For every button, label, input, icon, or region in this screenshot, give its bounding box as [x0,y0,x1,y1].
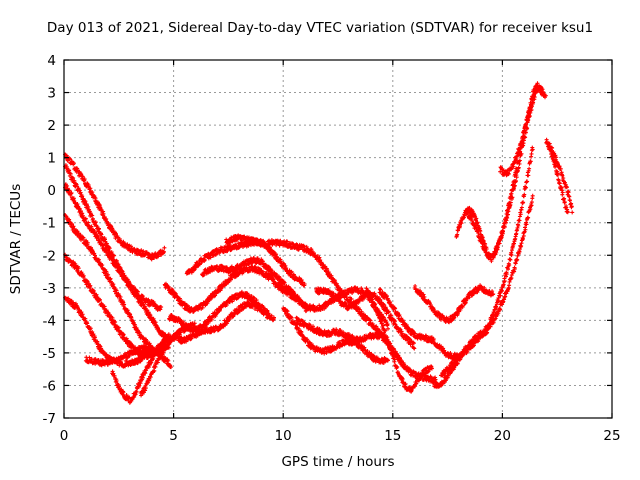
data-series [465,89,538,261]
y-tick-label: -7 [43,411,56,427]
data-series [176,300,272,345]
x-tick-label: 10 [275,428,292,444]
y-tick-label: -3 [43,281,56,297]
data-series [63,182,168,339]
data-series-layer [63,81,575,405]
y-tick-label: 3 [47,86,56,102]
data-series [498,84,548,178]
y-tick-label: 1 [47,151,56,167]
data-series [544,137,570,215]
y-axis-title: SDTVAR / TECUs [8,184,24,294]
data-series [162,264,285,314]
plot-frame [63,59,613,419]
y-tick-label: 2 [47,118,56,134]
y-tick-label: 4 [47,53,56,69]
y-tick-label: -4 [43,313,56,329]
chart-title: Day 013 of 2021, Sidereal Day-to-day VTE… [46,20,594,36]
data-series [439,193,535,378]
tick-marks [63,59,613,419]
data-series [63,152,167,262]
data-series [110,332,171,405]
data-series [412,283,496,325]
y-tick-label: -6 [43,378,56,394]
y-tick-label: -2 [43,248,56,264]
data-series [364,286,434,394]
y-tick-label: -5 [43,346,56,362]
data-series [546,141,575,215]
data-series [224,233,347,298]
data-series [377,287,461,361]
data-series [138,331,182,398]
x-tick-label: 25 [603,428,620,444]
data-series [63,252,198,359]
data-series [167,289,276,335]
y-tick-label: -1 [43,216,56,232]
x-tick-label: 20 [494,428,511,444]
x-tick-label: 0 [60,428,69,444]
x-tick-label: 5 [169,428,178,444]
y-tick-label: 0 [47,183,56,199]
x-tick-label: 15 [384,428,401,444]
x-axis-title: GPS time / hours [281,454,394,470]
data-series [281,306,390,365]
